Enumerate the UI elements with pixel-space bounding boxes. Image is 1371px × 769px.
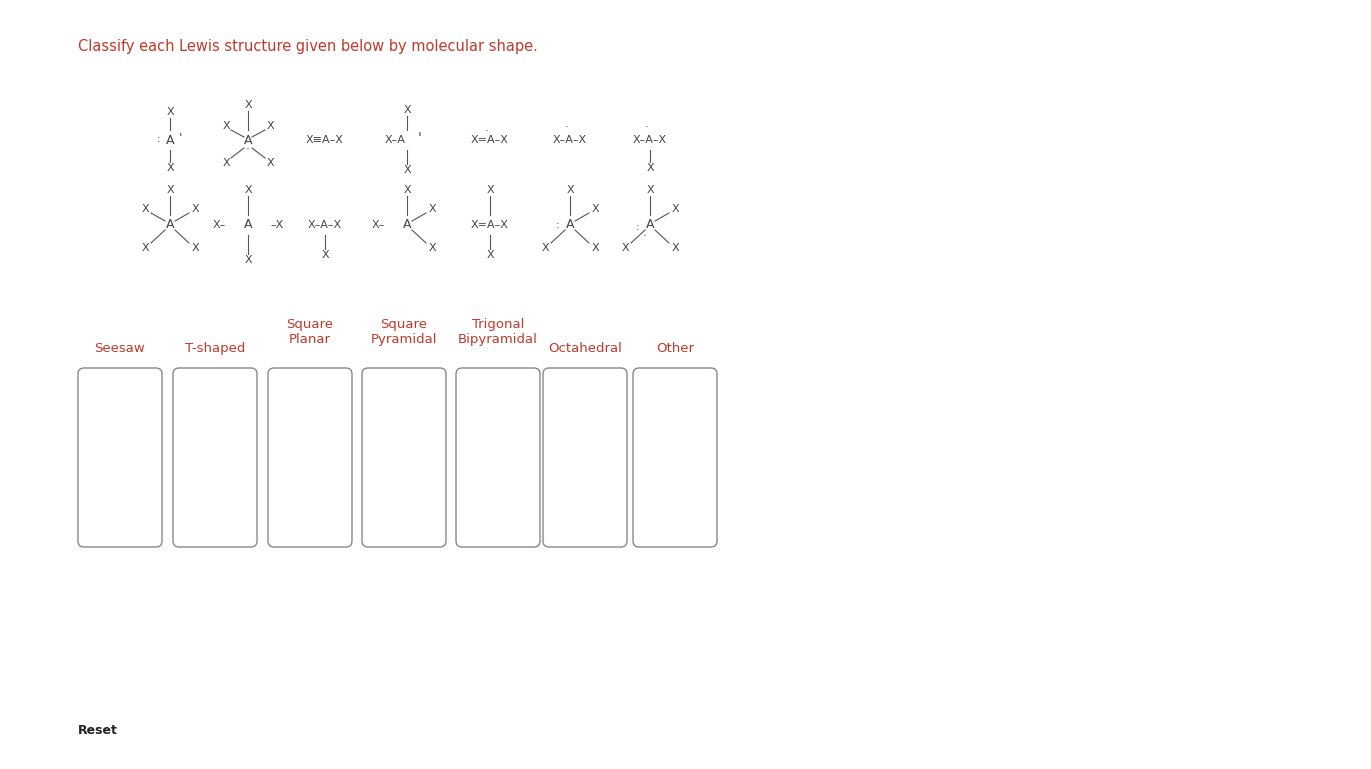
Text: X: X bbox=[646, 185, 654, 195]
FancyBboxPatch shape bbox=[362, 368, 446, 547]
FancyBboxPatch shape bbox=[543, 368, 627, 547]
Text: X: X bbox=[403, 185, 411, 195]
FancyBboxPatch shape bbox=[633, 368, 717, 547]
Text: X: X bbox=[428, 204, 436, 214]
FancyBboxPatch shape bbox=[267, 368, 352, 547]
Text: X: X bbox=[591, 243, 599, 253]
Text: X: X bbox=[672, 204, 679, 214]
Text: –X: –X bbox=[270, 220, 284, 230]
Text: ··: ·· bbox=[643, 232, 647, 241]
Text: X: X bbox=[244, 185, 252, 195]
Text: X: X bbox=[166, 107, 174, 117]
Text: T-shaped: T-shaped bbox=[185, 342, 245, 355]
Text: A: A bbox=[403, 218, 411, 231]
Text: Square
Pyramidal: Square Pyramidal bbox=[370, 318, 437, 346]
Text: A: A bbox=[166, 134, 174, 147]
Text: Seesaw: Seesaw bbox=[95, 342, 145, 355]
Text: X: X bbox=[244, 255, 252, 265]
Text: X–A–X: X–A–X bbox=[633, 135, 668, 145]
Text: Reset: Reset bbox=[78, 724, 118, 737]
Text: A: A bbox=[646, 218, 654, 231]
Text: :: : bbox=[158, 134, 160, 144]
Text: X: X bbox=[591, 204, 599, 214]
FancyBboxPatch shape bbox=[173, 368, 256, 547]
Text: X: X bbox=[621, 243, 629, 253]
Text: X=A–X: X=A–X bbox=[472, 220, 509, 230]
Text: A: A bbox=[244, 218, 252, 231]
Text: X: X bbox=[166, 163, 174, 173]
Text: ': ' bbox=[180, 132, 182, 145]
Text: Classify each Lewis structure given below by molecular shape.: Classify each Lewis structure given belo… bbox=[78, 39, 537, 55]
Text: ··: ·· bbox=[245, 145, 251, 155]
Text: A: A bbox=[244, 134, 252, 147]
Text: ': ' bbox=[418, 131, 422, 145]
Text: X: X bbox=[487, 185, 494, 195]
Text: ··: ·· bbox=[644, 124, 650, 132]
Text: Trigonal
Bipyramidal: Trigonal Bipyramidal bbox=[458, 318, 537, 346]
Text: X≡A–X: X≡A–X bbox=[306, 135, 344, 145]
Text: X: X bbox=[428, 243, 436, 253]
FancyBboxPatch shape bbox=[457, 368, 540, 547]
FancyBboxPatch shape bbox=[78, 368, 162, 547]
Text: Other: Other bbox=[655, 342, 694, 355]
Text: :: : bbox=[636, 222, 640, 232]
Text: X–A–X: X–A–X bbox=[553, 135, 587, 145]
Text: X: X bbox=[403, 165, 411, 175]
Text: ··: ·· bbox=[484, 128, 489, 137]
Text: X–: X– bbox=[372, 220, 385, 230]
Text: X: X bbox=[542, 243, 548, 253]
Text: X: X bbox=[266, 121, 274, 131]
Text: X–A: X–A bbox=[384, 135, 406, 145]
Text: A: A bbox=[566, 218, 574, 231]
Text: X: X bbox=[141, 243, 149, 253]
Text: X–: X– bbox=[213, 220, 226, 230]
Text: X: X bbox=[191, 204, 199, 214]
Text: X: X bbox=[141, 204, 149, 214]
Text: A: A bbox=[166, 218, 174, 231]
Text: X: X bbox=[222, 121, 230, 131]
Text: ··: ·· bbox=[565, 124, 569, 132]
Text: X: X bbox=[566, 185, 574, 195]
Text: X: X bbox=[403, 105, 411, 115]
Text: X=A–X: X=A–X bbox=[472, 135, 509, 145]
Text: Octahedral: Octahedral bbox=[548, 342, 622, 355]
Text: X: X bbox=[191, 243, 199, 253]
Text: X: X bbox=[646, 163, 654, 173]
Text: X: X bbox=[266, 158, 274, 168]
Text: X: X bbox=[244, 100, 252, 110]
Text: X: X bbox=[487, 250, 494, 260]
Text: X: X bbox=[222, 158, 230, 168]
Text: X–A–X: X–A–X bbox=[308, 220, 341, 230]
Text: :: : bbox=[557, 220, 559, 230]
Text: X: X bbox=[321, 250, 329, 260]
Text: Square
Planar: Square Planar bbox=[287, 318, 333, 346]
Text: X: X bbox=[672, 243, 679, 253]
Text: X: X bbox=[166, 185, 174, 195]
